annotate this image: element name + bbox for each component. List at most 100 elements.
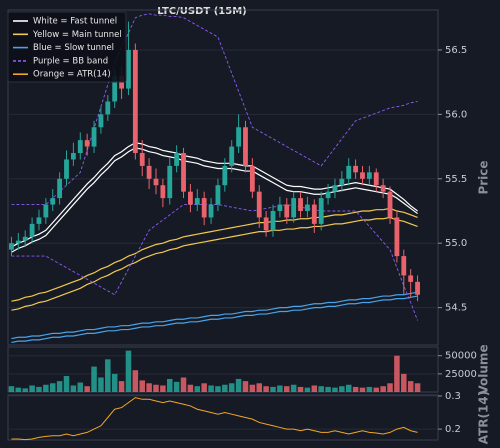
volume-bar — [284, 386, 290, 392]
legend: White = Fast tunnel Yellow = Main tunnel B… — [7, 11, 127, 83]
volume-bar — [215, 386, 221, 392]
candle-body — [50, 198, 56, 205]
volume-bar — [194, 386, 201, 392]
candle-body — [146, 165, 152, 179]
candle-body — [222, 165, 228, 186]
volume-bar — [414, 383, 421, 392]
volume-bar — [401, 373, 407, 392]
volume-bar — [290, 384, 297, 392]
candle-body — [401, 256, 407, 276]
line — [11, 295, 418, 344]
volume-bar — [394, 355, 400, 392]
volume-bar — [139, 380, 145, 392]
y-tick-label: 56.5 — [445, 45, 467, 56]
candle-body — [291, 198, 297, 218]
line — [11, 397, 418, 441]
candle-body — [380, 185, 386, 192]
volume-bar — [70, 385, 77, 392]
chart-title: LTC/USDT (15M) — [157, 6, 246, 17]
line — [11, 291, 418, 340]
candle-body — [408, 275, 414, 282]
candle-body — [353, 165, 359, 173]
volume-bar — [22, 388, 28, 392]
volume-bar — [208, 385, 214, 392]
candle-body — [339, 178, 345, 186]
candle-body — [43, 204, 49, 218]
panel-frame — [7, 9, 439, 346]
volume-bar — [56, 381, 63, 392]
candle-body — [277, 204, 283, 211]
volume-bar — [352, 386, 359, 392]
volume-bar — [263, 386, 269, 392]
candle-body — [298, 198, 303, 211]
candle-body — [208, 204, 214, 218]
volume-bar — [77, 382, 84, 392]
volume-bar — [339, 386, 345, 392]
volume-bar — [235, 378, 242, 392]
volume-bar — [111, 373, 118, 392]
candle-body — [229, 146, 235, 166]
candle-body — [284, 204, 290, 218]
line — [11, 216, 418, 311]
volume-bar — [187, 384, 194, 392]
line — [11, 147, 418, 253]
candle-body — [194, 198, 200, 205]
legend-box — [7, 11, 127, 83]
candle-body — [160, 185, 166, 199]
legend-label: Yellow = Main tunnel — [32, 30, 122, 40]
candle-body — [373, 172, 379, 186]
line — [11, 207, 418, 302]
candle-body — [325, 191, 331, 199]
candle-body — [126, 49, 131, 89]
volume-bar — [98, 377, 104, 392]
volume-bar — [228, 383, 235, 392]
volume-bar — [407, 381, 414, 392]
candle-body — [91, 127, 97, 147]
volume-bar — [242, 381, 249, 392]
candle-body — [29, 223, 35, 237]
volume-bar — [345, 384, 352, 392]
candle-body — [105, 101, 111, 115]
candle-body — [84, 140, 90, 147]
volume-bar — [43, 384, 49, 392]
candle-body — [15, 240, 21, 244]
legend-label: White = Fast tunnel — [33, 17, 117, 27]
volume-bar — [49, 383, 56, 392]
candle-body — [394, 217, 400, 257]
volume-bar — [380, 386, 386, 392]
volume-bar — [125, 350, 132, 392]
volume-bar — [63, 376, 70, 392]
y-tick-label: 0.3 — [445, 391, 461, 402]
candle-body — [132, 49, 138, 154]
candle-body — [98, 114, 104, 128]
candle-body — [215, 185, 221, 205]
candle-body — [64, 159, 69, 179]
candle-body — [346, 165, 352, 179]
volume-bar — [366, 386, 373, 392]
y-tick-label: 54.5 — [445, 303, 467, 314]
volume-bar — [201, 383, 207, 392]
volume-bar — [387, 383, 393, 392]
candle-body — [243, 127, 248, 166]
candle-body — [318, 198, 324, 224]
y-tick-label: 56.0 — [445, 109, 467, 120]
legend-label: Purple = BB band — [33, 56, 108, 66]
volume-bar — [311, 385, 318, 392]
candle-body — [201, 198, 207, 218]
volume-bar — [105, 359, 111, 392]
candle-body — [70, 153, 76, 160]
y-axis-title: Volume — [477, 344, 491, 394]
candle-body — [305, 204, 310, 211]
y-axis-title: Price — [477, 160, 491, 194]
candle-body — [387, 191, 393, 218]
candle-body — [249, 165, 255, 192]
volume-bar — [249, 384, 256, 392]
volume-bar — [84, 386, 90, 392]
panel-frame — [7, 394, 439, 441]
volume-bar — [8, 386, 15, 392]
candle-body — [360, 172, 365, 179]
volume-bar — [359, 387, 366, 392]
volume-bar — [153, 384, 159, 392]
candle-body — [139, 153, 145, 166]
